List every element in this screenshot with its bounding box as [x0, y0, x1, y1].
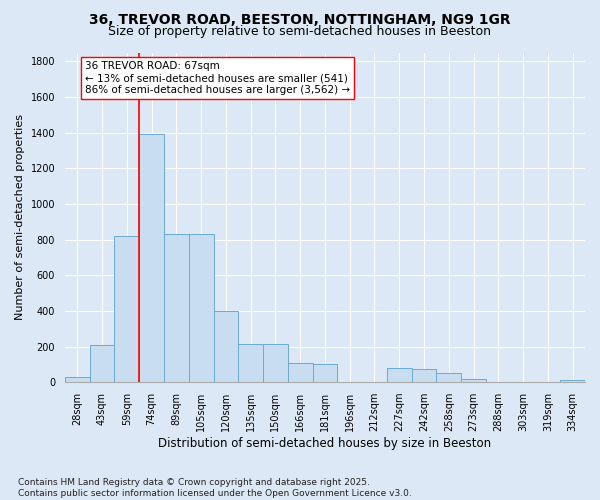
Text: 36, TREVOR ROAD, BEESTON, NOTTINGHAM, NG9 1GR: 36, TREVOR ROAD, BEESTON, NOTTINGHAM, NG… [89, 12, 511, 26]
Text: Contains HM Land Registry data © Crown copyright and database right 2025.
Contai: Contains HM Land Registry data © Crown c… [18, 478, 412, 498]
Bar [238, 344, 263, 382]
Bar [436, 374, 461, 382]
Bar [164, 234, 189, 382]
Bar [387, 368, 412, 382]
Bar [89, 345, 115, 382]
Bar [412, 369, 436, 382]
Bar [263, 344, 288, 382]
Bar [214, 311, 238, 382]
Bar [461, 378, 486, 382]
Text: Size of property relative to semi-detached houses in Beeston: Size of property relative to semi-detach… [109, 25, 491, 38]
Bar [115, 236, 139, 382]
Bar [560, 380, 585, 382]
Bar [313, 364, 337, 382]
Bar [65, 377, 89, 382]
Bar [288, 362, 313, 382]
X-axis label: Distribution of semi-detached houses by size in Beeston: Distribution of semi-detached houses by … [158, 437, 491, 450]
Y-axis label: Number of semi-detached properties: Number of semi-detached properties [15, 114, 25, 320]
Text: 36 TREVOR ROAD: 67sqm
← 13% of semi-detached houses are smaller (541)
86% of sem: 36 TREVOR ROAD: 67sqm ← 13% of semi-deta… [85, 62, 350, 94]
Bar [189, 234, 214, 382]
Bar [139, 134, 164, 382]
